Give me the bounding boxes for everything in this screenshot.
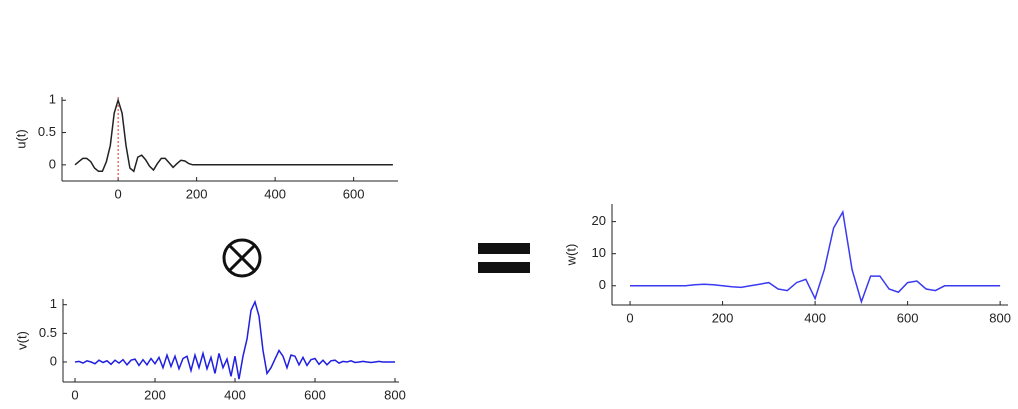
- signal-line: [630, 209, 1001, 305]
- x-tick-label: 200: [144, 387, 166, 402]
- y-axis-label: v(t): [14, 331, 29, 350]
- y-tick-label: 0: [50, 353, 57, 368]
- y-tick-label: 20: [592, 213, 606, 228]
- x-tick-label: 400: [804, 310, 826, 325]
- y-axis-label: u(t): [13, 129, 28, 149]
- y-tick-label: 0.5: [38, 124, 56, 139]
- x-tick-label: 600: [897, 310, 919, 325]
- x-tick-label: 600: [343, 186, 365, 201]
- y-tick-label: 1: [50, 296, 57, 311]
- y-tick-label: 10: [592, 245, 606, 260]
- x-tick-label: 200: [186, 186, 208, 201]
- signal-line: [74, 299, 395, 380]
- y-tick-label: 0: [49, 156, 56, 171]
- equals-symbol: [478, 243, 530, 273]
- signal-line: [74, 97, 393, 173]
- y-axis-label: w(t): [563, 244, 578, 267]
- y-tick-label: 1: [49, 92, 56, 107]
- x-tick-label: 400: [224, 387, 246, 402]
- y-tick-label: 0.5: [39, 325, 57, 340]
- x-tick-label: 800: [989, 310, 1011, 325]
- x-tick-label: 0: [115, 186, 122, 201]
- x-tick-label: 400: [264, 186, 286, 201]
- x-tick-label: 0: [71, 387, 78, 402]
- y-tick-label: 0: [599, 277, 606, 292]
- x-tick-label: 800: [384, 387, 406, 402]
- x-tick-label: 600: [304, 387, 326, 402]
- x-tick-label: 0: [626, 310, 633, 325]
- convolution-symbol: [222, 238, 262, 278]
- x-tick-label: 200: [712, 310, 734, 325]
